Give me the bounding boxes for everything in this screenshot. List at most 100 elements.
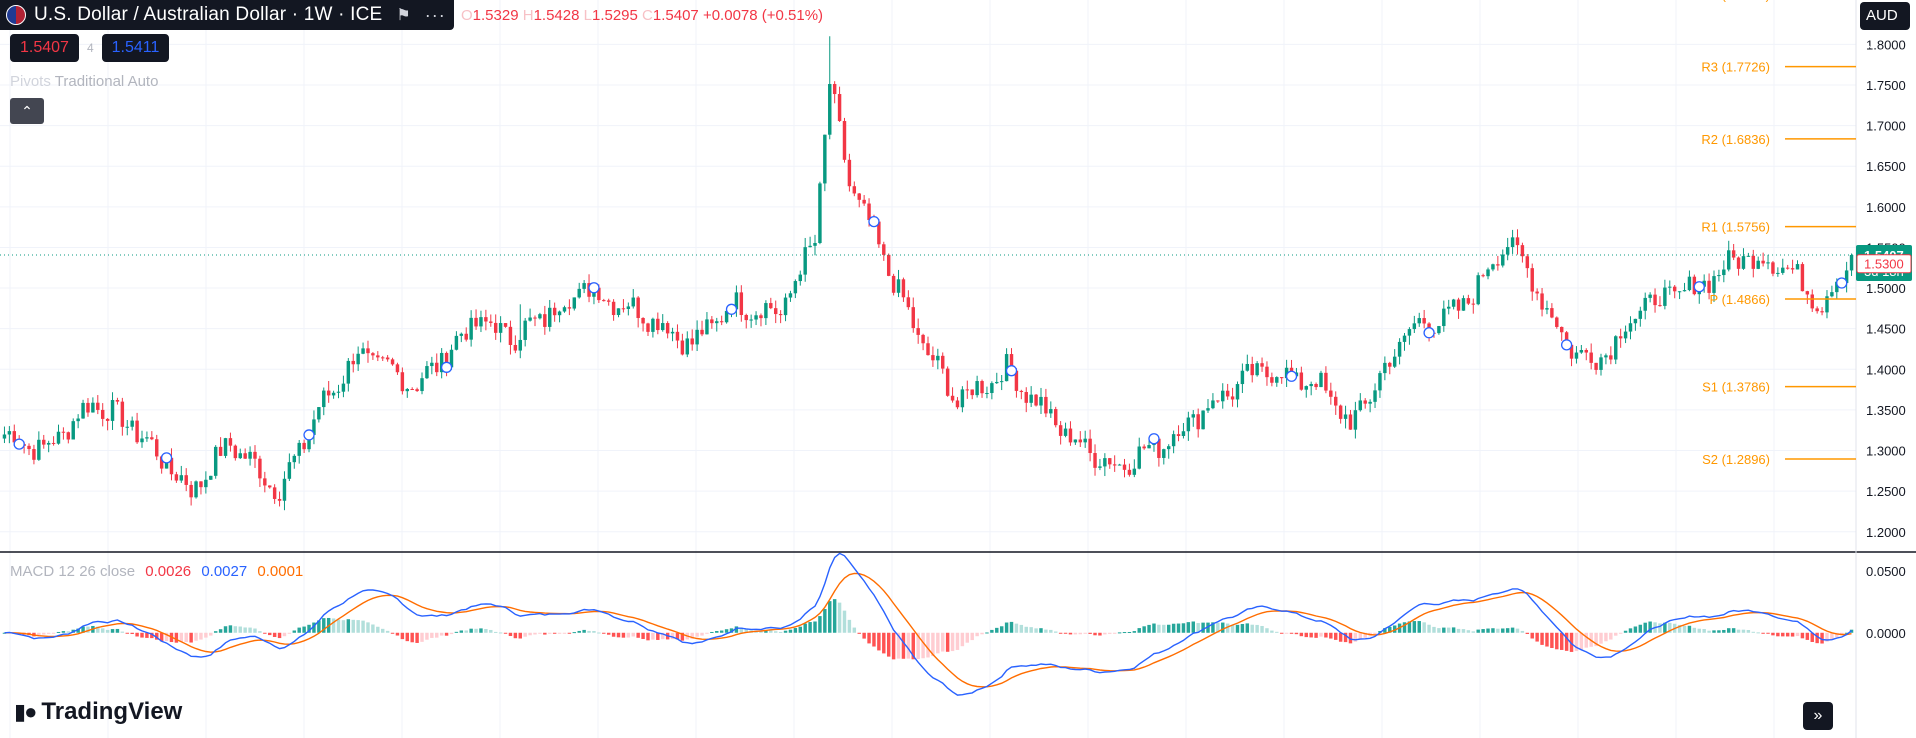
candle-body	[489, 321, 493, 323]
pivot-point-marker[interactable]	[725, 303, 738, 315]
candle-body	[739, 292, 744, 315]
candle-body	[1501, 254, 1505, 266]
pivot-point-marker[interactable]	[1836, 277, 1848, 289]
tradingview-logo[interactable]: ▮● TradingView	[14, 698, 182, 726]
candle-body	[1496, 264, 1500, 266]
macd-histogram-bar	[1304, 632, 1308, 638]
macd-indicator-label[interactable]: MACD 12 26 close 0.0026 0.0027 0.0001	[10, 563, 303, 580]
buy-price-button[interactable]: 1.5411	[101, 34, 170, 62]
macd-histogram-bar	[1751, 631, 1756, 633]
candle-body	[130, 420, 134, 427]
more-options-icon[interactable]: ···	[424, 4, 446, 25]
macd-histogram-bar	[773, 631, 778, 633]
pivot-level-label: R2 (1.6836)	[1701, 132, 1770, 147]
pivots-indicator-label[interactable]: Pivots Traditional Auto	[10, 73, 158, 90]
macd-histogram-bar	[1294, 632, 1299, 635]
candle-body	[744, 314, 748, 321]
macd-histogram-bar	[76, 628, 80, 633]
macd-histogram-bar	[1211, 622, 1215, 633]
pivot-point-marker[interactable]	[1005, 365, 1018, 377]
macd-histogram-bar	[1682, 625, 1687, 633]
candle-body	[1103, 458, 1107, 467]
sell-price-button[interactable]: 1.5407	[10, 34, 79, 62]
candle-body	[1736, 257, 1741, 269]
candle-body	[1643, 297, 1647, 311]
macd-histogram-bar	[1019, 624, 1024, 633]
candle-body	[356, 353, 360, 365]
candle-body	[842, 121, 847, 160]
macd-histogram-bar	[1623, 630, 1628, 633]
flag-marker-icon[interactable]: ⚑	[396, 7, 411, 24]
pivot-point-marker[interactable]	[13, 438, 25, 450]
macd-histogram-bar	[990, 629, 994, 633]
candle-body	[1314, 383, 1318, 388]
pivot-point-marker[interactable]	[1693, 281, 1705, 293]
candle-body	[945, 368, 950, 396]
price-axis-tick: 1.2500	[1866, 484, 1906, 499]
macd-histogram-bar	[1564, 632, 1569, 651]
pivot-point-marker[interactable]	[868, 215, 880, 228]
macd-histogram-bar	[376, 626, 380, 633]
macd-histogram-bar	[135, 632, 139, 637]
symbol-title[interactable]: U.S. Dollar / Australian Dollar · 1W · I…	[34, 4, 383, 25]
macd-histogram-bar	[150, 632, 154, 639]
macd-histogram-bar	[1643, 622, 1647, 633]
candle-body	[1353, 410, 1358, 430]
candle-body	[734, 292, 739, 310]
macd-histogram-bar	[528, 632, 532, 636]
scroll-to-realtime-button[interactable]: »	[1803, 702, 1833, 730]
candle-body	[361, 348, 365, 354]
candle-body	[322, 390, 326, 408]
candle-body	[567, 307, 572, 309]
candle-body	[1835, 281, 1839, 293]
candle-body	[1235, 384, 1240, 400]
candle-body	[1707, 280, 1711, 293]
macd-histogram-bar	[793, 628, 798, 633]
candle-body	[503, 323, 508, 327]
candle-body	[1392, 356, 1397, 367]
macd-histogram-bar	[479, 628, 483, 633]
candle-body	[1063, 428, 1068, 436]
candle-body	[1044, 396, 1048, 414]
pivot-point-marker[interactable]	[440, 361, 453, 373]
candle-body	[1304, 386, 1308, 390]
candle-body	[508, 326, 513, 345]
candle-body	[828, 84, 832, 135]
macd-histogram-bar	[1373, 632, 1377, 635]
macd-histogram-bar	[1329, 632, 1333, 639]
candle-body	[1383, 362, 1387, 374]
currency-selector[interactable]: AUD ⌄	[1860, 2, 1910, 51]
macd-histogram-bar	[808, 622, 812, 633]
candle-body	[1530, 268, 1534, 292]
macd-histogram-bar	[611, 632, 616, 637]
macd-histogram-bar	[297, 627, 301, 633]
collapse-indicators-button[interactable]: ⌃	[10, 98, 44, 124]
macd-histogram-bar	[1162, 624, 1166, 633]
pivot-point-marker[interactable]	[303, 429, 315, 441]
candle-body	[1171, 434, 1176, 447]
price-axis-tick: 1.7000	[1866, 119, 1906, 134]
candle-body	[1186, 417, 1191, 432]
macd-histogram-bar	[621, 632, 626, 638]
macd-histogram-bar	[1442, 627, 1446, 633]
candle-body	[999, 381, 1004, 383]
macd-histogram-bar	[1456, 628, 1461, 633]
macd-histogram-bar	[970, 632, 974, 641]
pivot-point-marker[interactable]	[160, 452, 173, 464]
macd-histogram-bar	[81, 626, 85, 633]
macd-histogram-bar	[1820, 632, 1824, 644]
candle-body	[1520, 245, 1525, 257]
pivot-point-marker[interactable]	[1148, 433, 1160, 445]
pivot-point-marker[interactable]	[588, 282, 600, 294]
pivot-point-marker[interactable]	[1285, 370, 1298, 382]
pivot-point-marker[interactable]	[1560, 339, 1573, 351]
symbol-legend[interactable]: U.S. Dollar / Australian Dollar · 1W · I…	[0, 0, 454, 30]
pivot-point-marker[interactable]	[1423, 327, 1435, 339]
candle-body	[661, 323, 665, 331]
macd-histogram-bar	[51, 632, 56, 634]
candle-body	[292, 455, 297, 463]
macd-histogram-bar	[213, 631, 218, 633]
candle-body	[51, 442, 56, 444]
candle-body	[1505, 247, 1510, 255]
